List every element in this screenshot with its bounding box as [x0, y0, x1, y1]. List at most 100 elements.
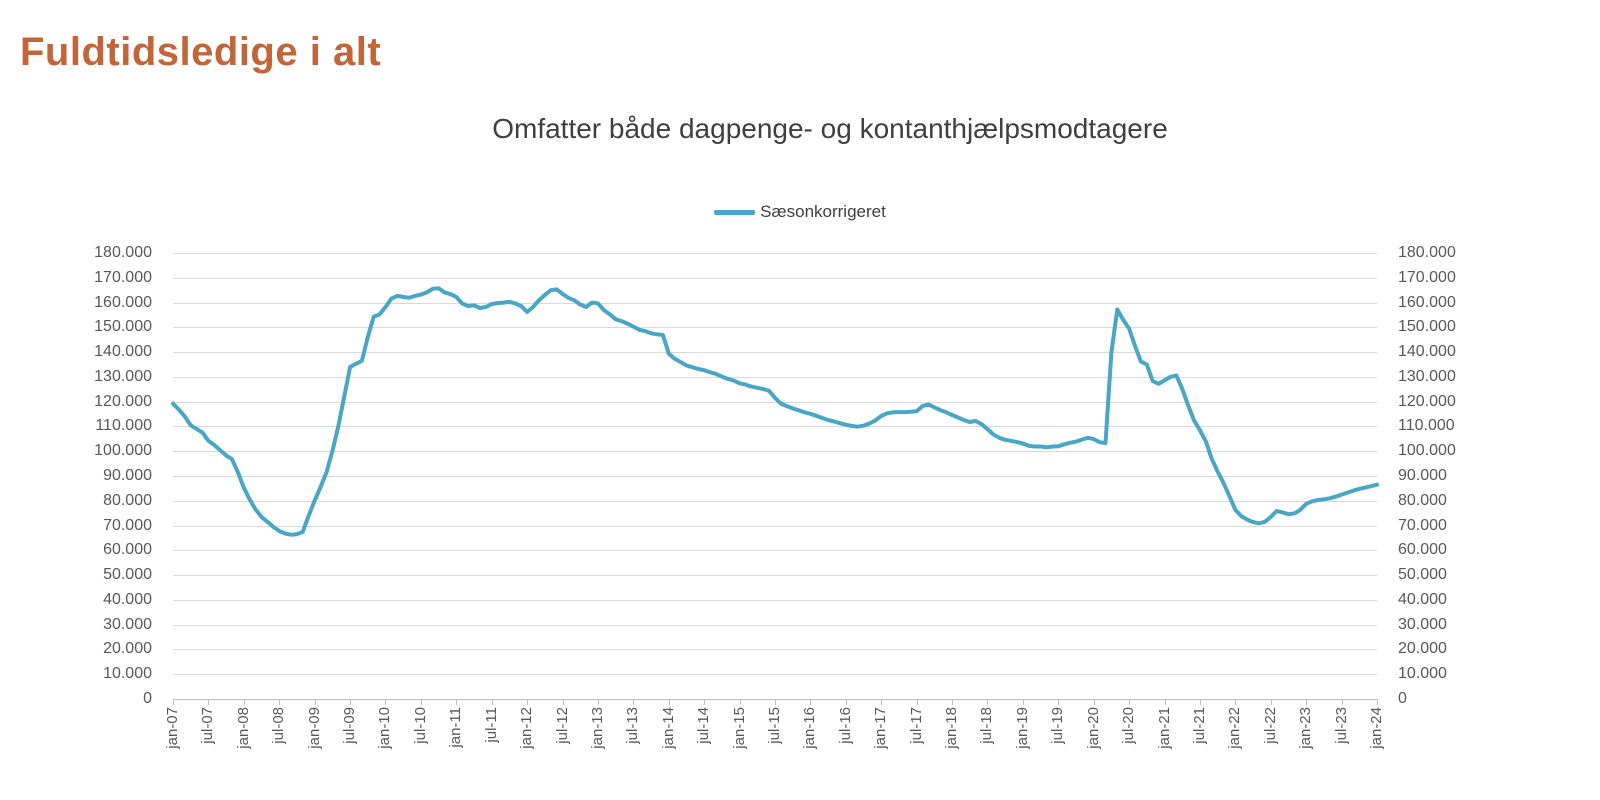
- gridline: [173, 426, 1377, 428]
- y-tick-label-left: 150.000: [94, 318, 152, 336]
- x-tick-label: jul-22: [1261, 707, 1279, 744]
- x-tick-label: jan-10: [376, 707, 394, 749]
- y-tick-label-left: 130.000: [94, 367, 152, 385]
- x-tick-mark: [739, 700, 741, 705]
- y-tick-label-right: 100.000: [1398, 442, 1456, 460]
- gridline: [173, 352, 1377, 354]
- x-tick-mark: [456, 700, 458, 705]
- gridline: [173, 649, 1377, 651]
- x-tick-label: jul-18: [978, 707, 996, 744]
- gridline: [173, 253, 1377, 254]
- legend-line-swatch: [714, 209, 756, 215]
- x-tick-label: jan-20: [1084, 707, 1102, 749]
- x-tick-label: jul-10: [411, 707, 429, 744]
- x-tick-mark: [597, 700, 599, 705]
- y-tick-label-left: 100.000: [94, 442, 152, 460]
- x-tick-mark: [562, 700, 564, 705]
- x-tick-label: jan-21: [1155, 707, 1173, 749]
- y-tick-label-right: 140.000: [1398, 343, 1456, 361]
- y-tick-label-left: 60.000: [103, 541, 152, 559]
- gridline: [173, 401, 1377, 403]
- x-tick-label: jul-13: [624, 707, 642, 744]
- x-tick-mark: [845, 700, 847, 705]
- y-tick-label-left: 0: [143, 690, 152, 707]
- x-tick-label: jan-11: [447, 707, 465, 748]
- x-tick-mark: [881, 700, 883, 705]
- x-tick-mark: [668, 700, 670, 705]
- x-tick-mark: [775, 700, 776, 705]
- x-tick-mark: [1306, 700, 1308, 705]
- y-tick-label-right: 0: [1398, 690, 1407, 707]
- x-tick-mark: [1235, 700, 1237, 705]
- x-tick-label: jan-23: [1297, 707, 1315, 749]
- chart-subtitle: Omfatter både dagpenge- og kontanthjælps…: [492, 113, 1168, 144]
- x-tick-mark: [1022, 700, 1024, 705]
- x-tick-mark: [314, 700, 316, 705]
- y-tick-label-right: 180.000: [1398, 244, 1456, 261]
- x-tick-mark: [527, 700, 529, 705]
- gridline: [173, 376, 1377, 378]
- x-tick-mark: [491, 700, 493, 705]
- x-tick-label: jan-12: [518, 707, 536, 749]
- x-tick-mark: [208, 700, 210, 705]
- x-tick-mark: [1093, 700, 1095, 705]
- x-tick-mark: [633, 700, 635, 705]
- plot-area: [171, 253, 1379, 705]
- x-tick-label: jan-14: [659, 707, 677, 749]
- y-tick-label-right: 90.000: [1398, 467, 1447, 484]
- x-tick-label: jul-11: [482, 707, 500, 743]
- x-axis-line: [173, 699, 1378, 700]
- x-tick-label: jan-07: [164, 707, 181, 749]
- x-tick-label: jul-09: [341, 707, 359, 744]
- x-tick-label: jul-08: [270, 707, 288, 744]
- gridline: [173, 525, 1377, 527]
- y-tick-label-left: 80.000: [103, 491, 152, 509]
- x-tick-label: jul-16: [836, 707, 854, 744]
- y-tick-label-left: 40.000: [103, 590, 152, 608]
- gridline: [173, 302, 1377, 304]
- x-tick-mark: [279, 700, 281, 705]
- x-tick-label: jul-12: [553, 707, 571, 744]
- x-tick-label: jan-24: [1368, 707, 1385, 749]
- gridline: [173, 674, 1377, 676]
- x-tick-label: jan-15: [730, 707, 748, 749]
- x-tick-mark: [385, 700, 387, 705]
- y-tick-label-right: 60.000: [1398, 541, 1447, 559]
- x-tick-mark: [243, 700, 245, 705]
- x-tick-mark: [1270, 700, 1272, 705]
- chart-legend: Sæsonkorrigeret: [0, 198, 1600, 226]
- gridline: [173, 624, 1377, 626]
- y-tick-label-left: 110.000: [95, 417, 152, 435]
- y-tick-label-right: 160.000: [1398, 293, 1456, 311]
- x-tick-mark: [1199, 700, 1201, 705]
- y-tick-label-right: 30.000: [1398, 615, 1447, 633]
- x-tick-mark: [350, 700, 352, 705]
- gridline: [173, 599, 1377, 601]
- x-tick-label: jul-23: [1332, 707, 1350, 744]
- y-tick-label-right: 80.000: [1398, 491, 1447, 509]
- x-tick-label: jan-17: [872, 707, 890, 749]
- x-tick-label: jul-15: [766, 707, 783, 744]
- gridline: [173, 476, 1377, 477]
- x-tick-label: jan-19: [1013, 707, 1031, 749]
- y-tick-label-left: 180.000: [94, 244, 152, 261]
- y-tick-label-right: 150.000: [1398, 318, 1456, 336]
- y-tick-label-right: 170.000: [1398, 268, 1456, 286]
- x-tick-mark: [1377, 700, 1378, 705]
- x-tick-mark: [1164, 700, 1166, 705]
- y-tick-label-right: 120.000: [1398, 392, 1456, 410]
- x-tick-label: jan-16: [801, 707, 819, 749]
- y-tick-label-left: 140.000: [94, 343, 152, 361]
- legend-series-label: Sæsonkorrigeret: [760, 202, 886, 221]
- y-tick-label-left: 120.000: [94, 392, 152, 410]
- x-tick-mark: [810, 700, 812, 705]
- y-tick-label-right: 50.000: [1398, 566, 1447, 584]
- x-tick-mark: [916, 700, 918, 705]
- x-tick-label: jul-21: [1190, 707, 1208, 744]
- gridline: [173, 550, 1377, 552]
- y-tick-label-right: 40.000: [1398, 590, 1447, 608]
- series-svg: [171, 286, 1379, 537]
- y-tick-label-left: 30.000: [103, 615, 152, 633]
- y-tick-label-left: 90.000: [103, 467, 152, 484]
- y-tick-label-left: 160.000: [94, 293, 152, 311]
